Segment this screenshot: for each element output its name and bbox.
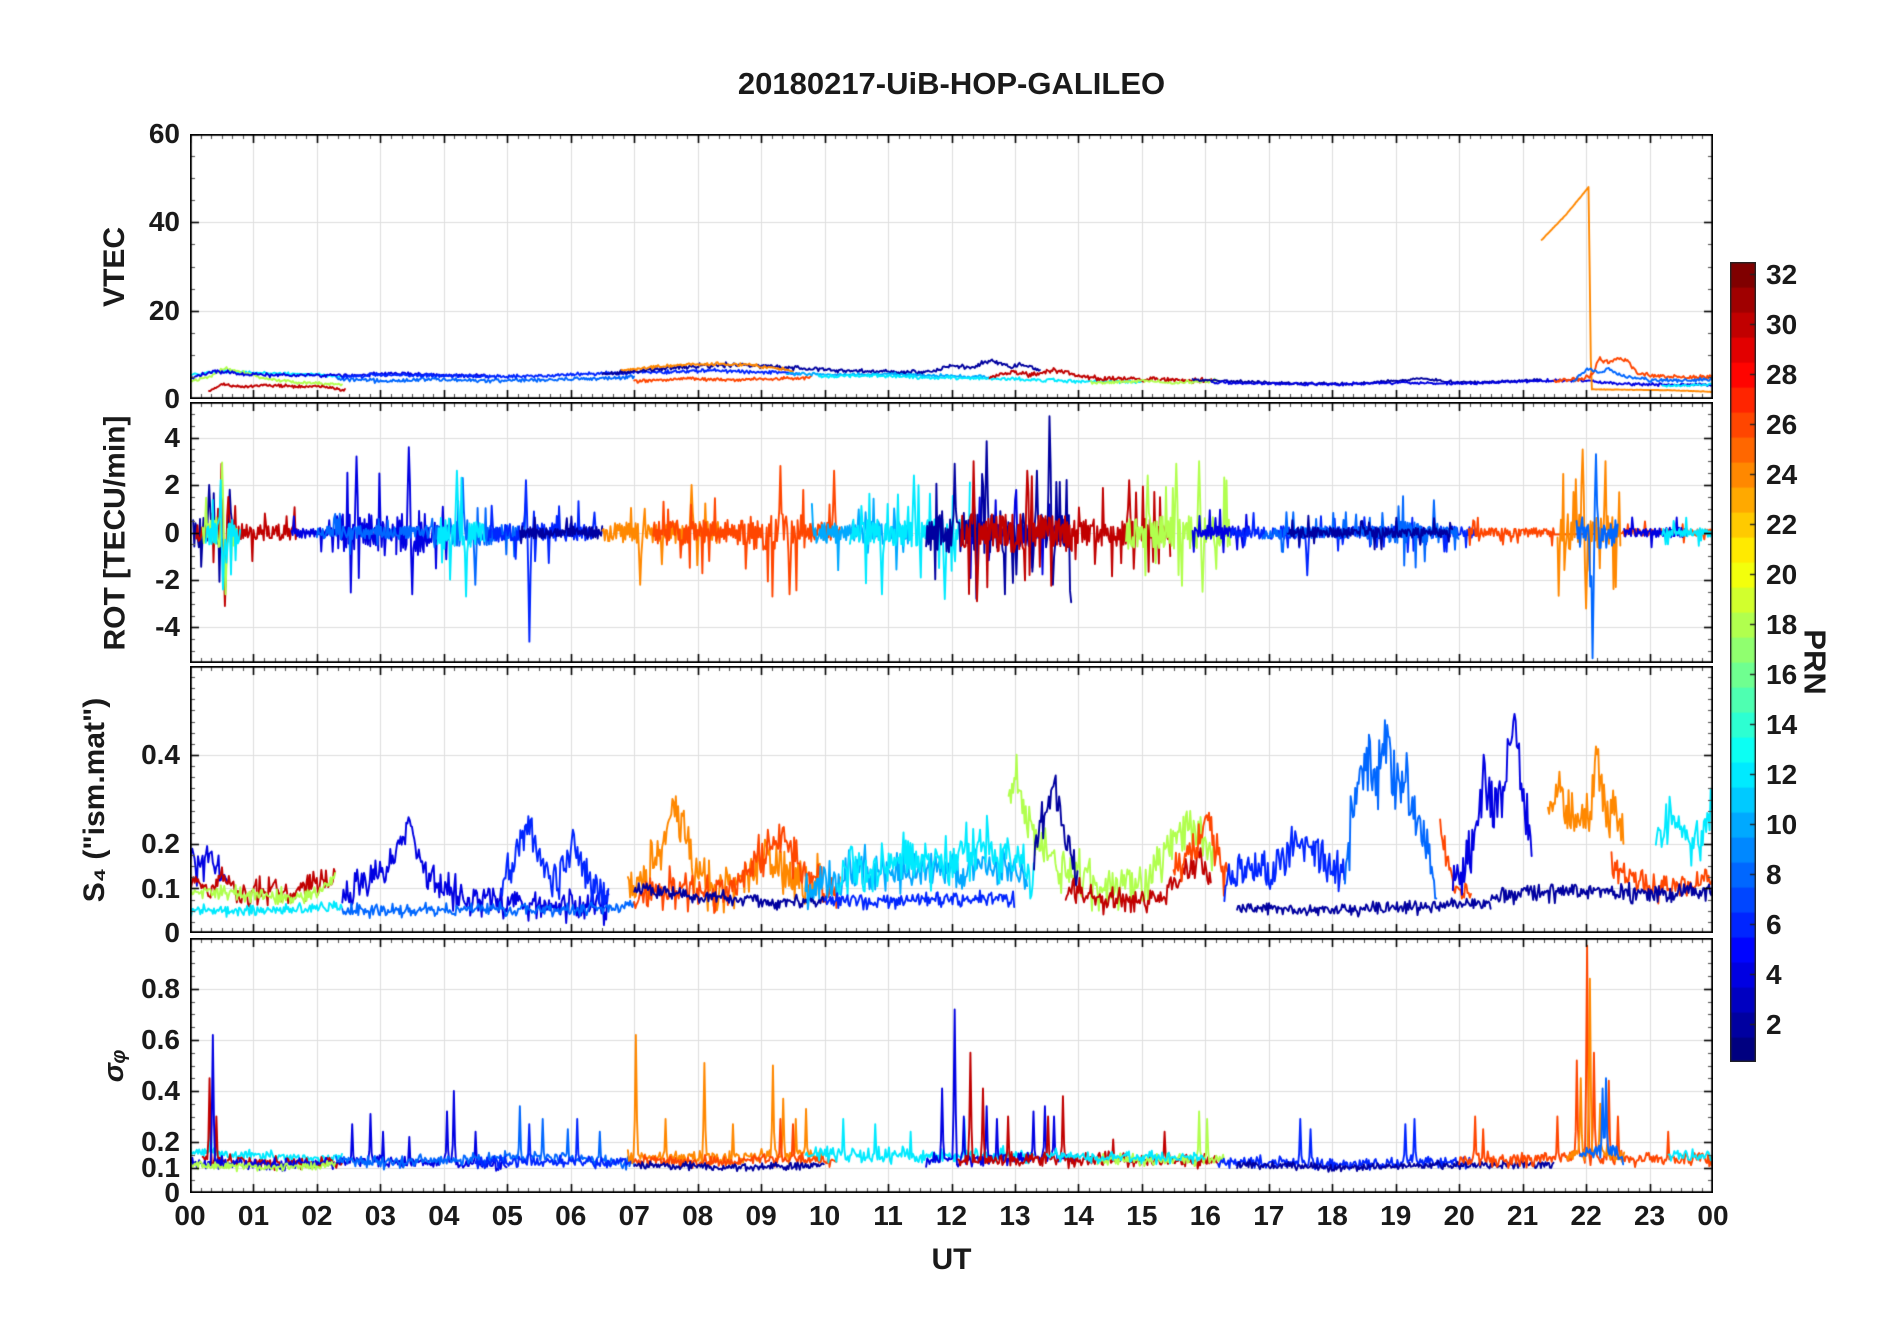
- colorbar-tick-label: 10: [1766, 808, 1798, 840]
- x-tick-label: 22: [1570, 1200, 1602, 1231]
- x-tick-label: 13: [999, 1200, 1031, 1231]
- y-tick-label: 0: [164, 516, 180, 548]
- x-tick-label: 09: [745, 1200, 777, 1231]
- colorbar-tick-label: 20: [1766, 558, 1798, 590]
- y-tick-label: 0: [164, 917, 180, 948]
- rot-plot-canvas: [190, 402, 1713, 663]
- y-tick-label: 20: [148, 294, 180, 326]
- colorbar-canvas: [1730, 262, 1756, 1062]
- colorbar-tick-label: 2: [1766, 1008, 1782, 1040]
- x-tick-label: 21: [1507, 1200, 1539, 1231]
- x-tick-label: 17: [1253, 1200, 1285, 1231]
- x-tick-label: 06: [555, 1200, 587, 1231]
- x-tick-label: 02: [301, 1200, 333, 1231]
- colorbar-tick-label: 12: [1766, 758, 1798, 790]
- colorbar-tick-label: 26: [1766, 408, 1798, 440]
- x-tick-label: 07: [618, 1200, 650, 1231]
- colorbar: [1730, 262, 1756, 1062]
- colorbar-tick-label: 8: [1766, 858, 1782, 890]
- colorbar-tick-label: 32: [1766, 258, 1798, 290]
- colorbar-tick-label: 30: [1766, 308, 1798, 340]
- y-tick-label: 2: [164, 469, 180, 501]
- x-tick-label: 14: [1062, 1200, 1094, 1231]
- y-tick-label: 0.2: [141, 828, 180, 859]
- colorbar-tick-label: 22: [1766, 508, 1798, 540]
- colorbar-tick-label: 4: [1766, 958, 1782, 990]
- y-tick-label: 0: [164, 383, 180, 414]
- x-tick-label: 05: [491, 1200, 523, 1231]
- x-tick-label: 12: [935, 1200, 968, 1231]
- y-tick-label: -4: [155, 611, 180, 643]
- x-tick-label: 23: [1633, 1200, 1666, 1231]
- x-tick-label: 08: [682, 1200, 714, 1231]
- y-tick-label: 40: [148, 206, 180, 238]
- x-tick-label: 16: [1189, 1200, 1221, 1231]
- colorbar-tick-label: 18: [1766, 608, 1798, 640]
- y-tick-label: 0.4: [141, 1075, 180, 1106]
- colorbar-tick-label: 6: [1766, 908, 1782, 940]
- colorbar-tick-label: 28: [1766, 358, 1798, 390]
- y-tick-label: 0.1: [141, 1151, 180, 1183]
- colorbar-tick-label: 14: [1766, 708, 1798, 740]
- y-tick-label: 0.6: [141, 1024, 180, 1055]
- x-tick-label: 15: [1126, 1200, 1158, 1231]
- x-tick-label: 00: [174, 1200, 206, 1231]
- chart-title: 20180217-UiB-HOP-GALILEO: [737, 66, 1166, 101]
- x-tick-label: 01: [237, 1200, 270, 1231]
- x-tick-label: 00: [1697, 1200, 1729, 1231]
- x-tick-label: 04: [428, 1200, 460, 1231]
- x-tick-label: 18: [1316, 1200, 1348, 1231]
- s4-panel: [190, 666, 1713, 933]
- y-tick-label: 0.8: [141, 973, 180, 1004]
- y-axis-label-vtec: VTEC: [98, 226, 132, 307]
- y-tick-label: 60: [148, 118, 180, 149]
- sigma_phi-plot-canvas: [190, 938, 1713, 1193]
- x-tick-label: 11: [873, 1200, 903, 1231]
- y-tick-label: 0: [164, 1177, 180, 1208]
- x-axis-label: UT: [931, 1243, 972, 1276]
- rot-panel: [190, 402, 1713, 663]
- sigma-phi-panel: [190, 938, 1713, 1193]
- vtec-plot-canvas: [190, 134, 1713, 399]
- y-tick-label: -2: [155, 563, 180, 595]
- x-tick-label: 03: [364, 1200, 396, 1231]
- y-tick-label: 0.4: [141, 739, 180, 770]
- s4-plot-canvas: [190, 666, 1713, 933]
- colorbar-tick-label: 16: [1766, 658, 1798, 690]
- y-tick-label: 0.1: [141, 872, 180, 904]
- vtec-panel: [190, 134, 1713, 399]
- y-tick-label: 4: [164, 421, 180, 453]
- x-tick-label: 20: [1443, 1200, 1475, 1231]
- x-tick-label: 19: [1380, 1200, 1412, 1231]
- y-tick-label: 0.2: [141, 1126, 180, 1157]
- colorbar-label: PRN: [1798, 629, 1834, 695]
- x-tick-label: 10: [809, 1200, 841, 1231]
- colorbar-tick-label: 24: [1766, 458, 1798, 490]
